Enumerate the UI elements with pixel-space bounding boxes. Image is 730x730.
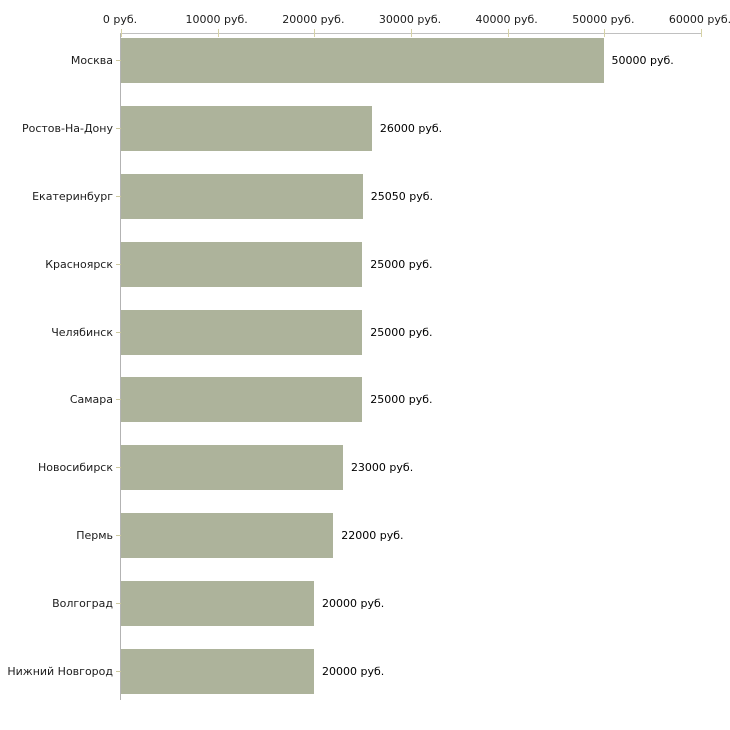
category-label-cell: Екатеринбург [0,174,121,219]
x-axis-tick-mark [604,29,606,37]
bar-track: 25000 руб. [121,241,700,287]
category-label-cell: Самара [0,377,121,422]
bar-row: Москва 50000 руб. [0,38,700,106]
category-tick-dash [116,671,121,673]
bar-value-label: 22000 руб. [341,529,404,543]
bar-row: Самара 25000 руб. [0,377,700,445]
bar [121,445,343,491]
bar [121,38,604,83]
bar-value-label: 26000 руб. [379,121,443,135]
bar-track: 20000 руб. [121,649,700,695]
x-axis-tick-mark [701,29,702,37]
category-label-cell: Челябинск [0,310,121,355]
category-label-cell: Нижний Новгород [0,649,121,694]
bar-track: 22000 руб. [121,513,700,559]
category-label: Самара [69,393,113,407]
category-label: Ростов-На-Дону [21,121,113,135]
bar-row: Красноярск 25000 руб. [0,241,700,310]
category-tick-dash [116,60,121,61]
x-axis-tick-label: 30000 руб. [378,13,442,26]
x-axis-tick-mark [411,29,412,37]
category-label-cell: Ростов-На-Дону [0,106,121,151]
x-axis-tick-label: 40000 руб. [475,13,538,26]
category-tick-dash [116,603,121,605]
x-axis-tick-mark [314,29,316,37]
category-label: Нижний Новгород [7,665,113,679]
bar-value-label: 25000 руб. [370,393,433,407]
category-tick-dash [116,535,121,537]
category-tick-dash [116,399,121,401]
bar-track: 26000 руб. [121,105,700,151]
bar-track: 20000 руб. [121,581,700,627]
category-label-cell: Красноярск [0,242,121,287]
bar [121,309,363,355]
bar-row: Волгоград 20000 руб. [0,581,700,649]
category-tick-dash [116,263,121,265]
bar [121,513,334,559]
x-axis-tick-mark [217,29,219,37]
x-axis-tick-mark [507,29,509,37]
bar-track: 25000 руб. [121,309,700,355]
bar-row: Новосибирск 23000 руб. [0,445,700,513]
category-label-cell: Пермь [0,513,121,558]
plot-area: Москва 50000 руб. Ростов-На-Дону 26000 р… [7,29,702,700]
bar-track: 23000 руб. [121,445,700,491]
x-axis-tick-mark [121,29,122,37]
bar-value-label: 25000 руб. [370,325,433,339]
category-label-cell: Волгоград [0,581,121,626]
x-axis-tick-labels: 0 руб. 10000 руб. 20000 руб. 30000 руб. … [103,0,730,33]
bar [121,173,363,219]
category-label: Челябинск [51,325,113,339]
bar-row: Пермь 22000 руб. [0,513,700,581]
x-axis-tick-label: 20000 руб. [282,13,345,26]
bar [121,377,363,423]
bar [121,581,314,627]
bar-value-label: 20000 руб. [321,665,385,679]
bar [121,105,372,151]
bar [121,241,363,287]
category-label: Екатеринбург [32,189,113,203]
x-axis-tick-label: 10000 руб. [185,13,248,26]
category-label-cell: Новосибирск [0,445,121,490]
x-axis-tick-label: 50000 руб. [572,13,635,26]
bar-track: 25000 руб. [121,377,700,423]
category-label: Москва [70,54,113,67]
category-tick-dash [116,467,121,469]
bar-value-label: 23000 руб. [350,461,414,475]
bar-row: Челябинск 25000 руб. [0,309,700,378]
bar-track: 25050 руб. [121,173,700,219]
bar-value-label: 50000 руб. [611,54,674,67]
category-tick-dash [116,127,121,129]
bar-track: 50000 руб. [121,38,700,83]
bar-row: Ростов-На-Дону 26000 руб. [0,105,700,174]
x-axis-tick-label: 60000 руб. [668,13,730,26]
category-label-cell: Москва [0,38,121,83]
category-label: Новосибирск [37,461,113,475]
bar-value-label: 20000 руб. [321,597,385,611]
category-tick-dash [116,195,121,197]
category-label: Пермь [76,529,113,543]
x-axis-tick-label: 0 руб. [102,13,138,26]
category-label: Волгоград [52,597,113,611]
category-tick-dash [116,331,121,333]
bar-value-label: 25000 руб. [370,257,433,271]
bar-rows: Москва 50000 руб. Ростов-На-Дону 26000 р… [0,38,700,717]
bar-row: Нижний Новгород 20000 руб. [0,649,700,717]
bar [121,649,314,695]
bar-row: Екатеринбург 25050 руб. [0,173,700,242]
category-label: Красноярск [45,257,113,271]
bar-value-label: 25050 руб. [370,189,433,203]
